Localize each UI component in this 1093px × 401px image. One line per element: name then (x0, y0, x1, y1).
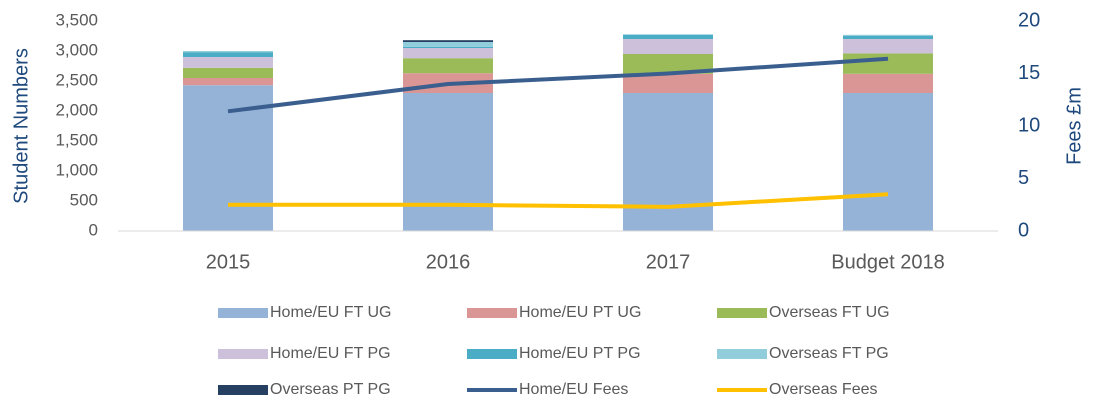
y-tick-label: 3,500 (55, 10, 98, 29)
legend-label: Home/EU PT PG (519, 345, 641, 362)
y2-tick-label: 5 (1018, 167, 1029, 189)
bar-segment (403, 46, 493, 48)
x-tick-label: 2016 (426, 251, 471, 273)
bar-segment (403, 48, 493, 59)
y-tick-label: 500 (70, 190, 98, 209)
bar-segment (843, 53, 933, 74)
y-tick-label: 3,000 (55, 40, 98, 59)
bar-segment (403, 93, 493, 231)
bar-segment (183, 78, 273, 86)
legend-swatch (717, 349, 767, 359)
legend-label: Overseas FT UG (769, 304, 890, 321)
bar-segment (843, 93, 933, 231)
legend-swatch (218, 385, 268, 395)
y-tick-label: 1,500 (55, 130, 98, 149)
y-tick-label: 1,000 (55, 160, 98, 179)
y-tick-label: 2,000 (55, 100, 98, 119)
bar-segment (623, 34, 713, 35)
bar-segment (403, 40, 493, 42)
bar-segment (843, 73, 933, 93)
line (228, 192, 889, 209)
y-tick-label: 2,500 (55, 70, 98, 89)
legend-label: Overseas PT PG (270, 381, 391, 398)
y2-tick-label: 10 (1018, 114, 1040, 136)
legend-label: Home/EU Fees (519, 381, 628, 398)
x-tick-label: 2017 (646, 251, 691, 273)
bar-segment (623, 39, 713, 54)
bar-segment (183, 67, 273, 78)
legend-swatch (218, 349, 268, 359)
bar-segment (183, 57, 273, 68)
bar-segment (623, 34, 713, 39)
legend-swatch (467, 308, 517, 318)
legend-swatch (717, 308, 767, 318)
line (227, 56, 889, 114)
y2-tick-label: 20 (1018, 9, 1040, 31)
legend-label: Home/EU PT UG (519, 304, 641, 321)
x-tick-label: Budget 2018 (831, 251, 944, 273)
legend-label: Overseas FT PG (769, 345, 889, 362)
legend-label: Overseas Fees (769, 381, 877, 398)
y2-axis-title: Fees £m (1063, 87, 1085, 165)
legend-label: Home/EU FT UG (270, 304, 392, 321)
bar-segment (403, 42, 493, 47)
legend-swatch (467, 349, 517, 359)
bar-segment (623, 73, 713, 93)
y-tick-label: 0 (89, 220, 98, 239)
y-axis-title: Student Numbers (10, 48, 32, 204)
bar-segment (843, 39, 933, 54)
bar-segment (843, 36, 933, 39)
legend-label: Home/EU FT PG (270, 345, 391, 362)
legend-swatch (218, 308, 268, 318)
bar-segment (843, 34, 933, 36)
bar-segment (403, 58, 493, 74)
bar-segment (183, 51, 273, 53)
y2-tick-label: 0 (1018, 219, 1029, 241)
bar-segment (623, 93, 713, 231)
y2-tick-label: 15 (1018, 62, 1040, 84)
bar-segment (623, 54, 713, 74)
bar-segment (183, 52, 273, 57)
x-tick-label: 2015 (206, 251, 251, 273)
